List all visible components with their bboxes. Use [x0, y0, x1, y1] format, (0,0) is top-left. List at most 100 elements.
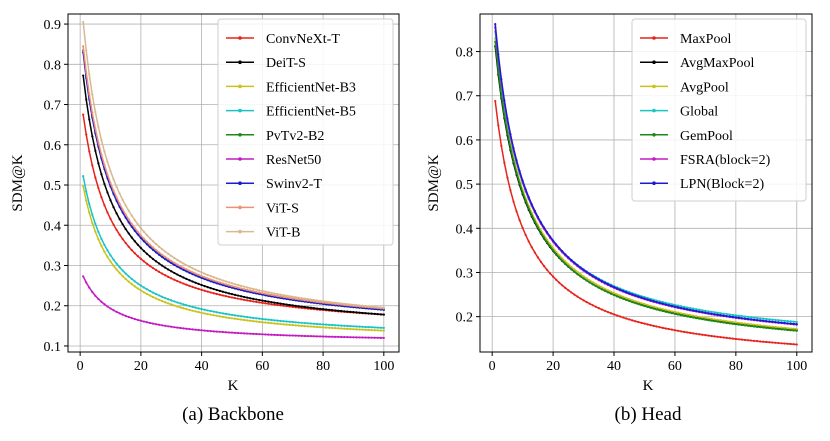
data-point	[652, 300, 655, 303]
data-point	[291, 324, 294, 327]
data-point	[261, 299, 264, 302]
data-point	[355, 325, 358, 328]
data-point	[646, 323, 649, 326]
data-point	[221, 315, 224, 318]
data-point	[82, 45, 85, 48]
data-point	[637, 301, 640, 304]
data-point	[579, 273, 582, 276]
data-point	[576, 295, 579, 298]
data-point	[164, 250, 167, 253]
data-point	[759, 340, 762, 343]
data-point	[337, 309, 340, 312]
data-point	[710, 317, 713, 320]
data-point	[145, 234, 149, 237]
data-point	[552, 275, 555, 278]
data-point	[133, 280, 136, 283]
data-point	[600, 288, 603, 291]
data-point	[206, 277, 209, 280]
data-point	[91, 135, 94, 138]
plot-frame-head	[479, 13, 813, 353]
data-point	[346, 310, 349, 313]
data-point	[246, 290, 249, 293]
data-point	[136, 223, 139, 226]
data-point	[328, 323, 331, 326]
data-point	[109, 217, 112, 220]
data-point	[725, 313, 728, 316]
data-point	[655, 325, 658, 328]
data-point	[115, 196, 118, 199]
data-point	[133, 219, 136, 222]
data-point	[176, 301, 179, 304]
data-point	[533, 220, 536, 223]
data-point	[379, 329, 382, 332]
data-point	[197, 275, 200, 278]
data-point	[612, 285, 616, 289]
data-point	[230, 331, 234, 334]
data-point	[291, 304, 294, 307]
data-point	[728, 322, 731, 325]
data-point	[103, 250, 106, 253]
data-point	[109, 169, 112, 173]
data-point	[282, 323, 285, 326]
data-point	[698, 315, 701, 318]
legend-entry: AvgPool	[640, 80, 729, 95]
data-point	[591, 304, 594, 307]
data-point	[109, 254, 112, 257]
data-point	[115, 262, 118, 265]
y-tick-label: 0.7	[44, 99, 62, 114]
data-point	[148, 289, 152, 293]
data-point	[737, 316, 741, 319]
data-point	[249, 319, 252, 322]
data-point	[136, 282, 139, 285]
data-point	[561, 284, 564, 287]
data-point	[765, 326, 768, 329]
data-point	[203, 308, 206, 311]
data-point	[136, 233, 139, 236]
data-point	[243, 295, 246, 299]
data-point	[673, 303, 677, 307]
legend-marker	[238, 60, 242, 64]
data-point	[285, 294, 288, 297]
data-point	[753, 316, 756, 319]
data-point	[542, 264, 546, 268]
data-point	[716, 318, 719, 321]
data-point	[597, 307, 600, 310]
data-point	[704, 318, 707, 321]
data-point	[622, 289, 625, 293]
legend-marker	[652, 108, 656, 113]
data-point	[664, 310, 667, 313]
data-point	[789, 322, 792, 325]
data-point	[203, 284, 206, 288]
data-point	[637, 320, 640, 324]
data-point	[127, 275, 130, 278]
data-point	[118, 218, 121, 221]
data-point	[148, 321, 152, 325]
data-point	[291, 295, 294, 298]
data-point	[176, 265, 179, 268]
data-point	[737, 338, 741, 341]
data-point	[756, 318, 759, 322]
data-point	[756, 316, 759, 320]
data-point	[158, 270, 161, 273]
data-point	[170, 270, 173, 273]
data-point	[661, 308, 664, 311]
data-point	[740, 322, 744, 325]
data-point	[567, 289, 570, 292]
data-point	[628, 299, 631, 303]
data-point	[343, 324, 346, 327]
data-point	[649, 324, 652, 327]
data-point	[349, 327, 352, 331]
x-tick-label: 0	[489, 359, 496, 374]
series-maxpool	[494, 99, 798, 346]
data-point	[567, 256, 570, 259]
data-point	[548, 245, 552, 248]
series-line	[82, 52, 384, 311]
data-point	[646, 303, 649, 307]
data-point	[361, 311, 364, 315]
x-tick-label: 100	[786, 359, 807, 374]
data-point	[355, 336, 358, 339]
data-point	[370, 326, 373, 329]
data-point	[698, 333, 701, 336]
data-point	[273, 333, 276, 336]
data-point	[622, 316, 625, 319]
